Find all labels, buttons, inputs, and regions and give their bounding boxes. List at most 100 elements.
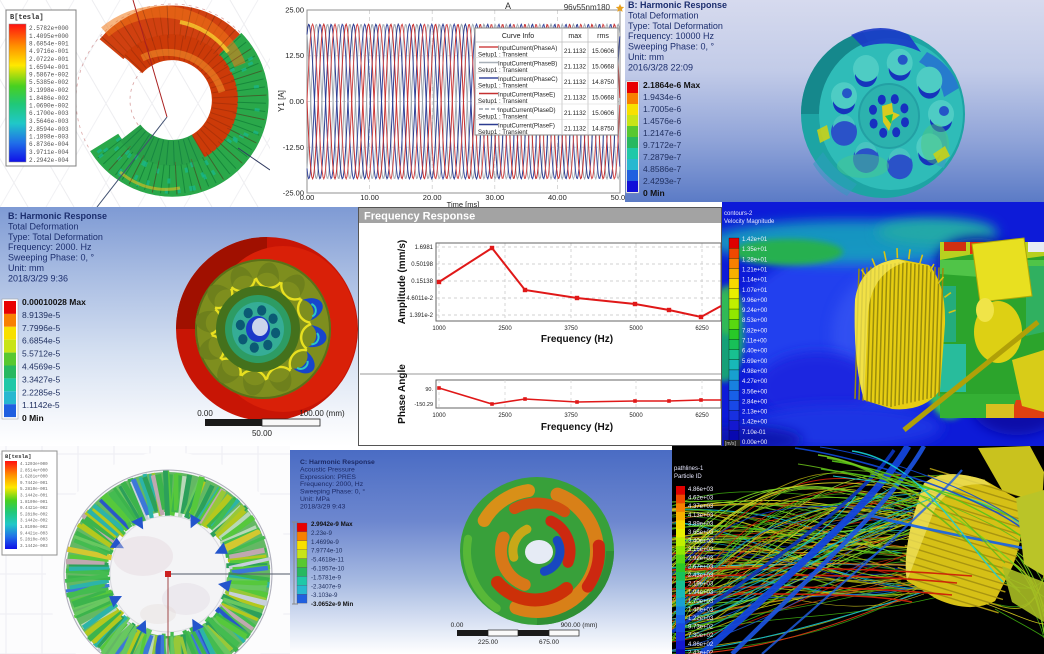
svg-text:2.84e+00: 2.84e+00 bbox=[742, 399, 768, 405]
svg-text:-1.5781e-9: -1.5781e-9 bbox=[311, 574, 341, 581]
svg-text:25.00: 25.00 bbox=[285, 6, 304, 15]
svg-text:0 Min: 0 Min bbox=[22, 413, 44, 423]
svg-text:[m/s]: [m/s] bbox=[725, 441, 736, 446]
svg-text:InputCurrent(PlaseE): InputCurrent(PlaseE) bbox=[498, 92, 555, 99]
svg-text:3.1442e-003: 3.1442e-003 bbox=[20, 545, 48, 549]
svg-text:Particle ID: Particle ID bbox=[674, 474, 702, 480]
svg-text:Setup1 : Transient: Setup1 : Transient bbox=[478, 83, 528, 90]
svg-text:225.00: 225.00 bbox=[478, 639, 498, 646]
svg-text:4.62e+03: 4.62e+03 bbox=[688, 496, 714, 502]
svg-text:Frequency (Hz): Frequency (Hz) bbox=[541, 334, 613, 345]
svg-text:1000: 1000 bbox=[432, 326, 446, 332]
svg-text:6.40e+00: 6.40e+00 bbox=[742, 349, 768, 355]
svg-text:9.24e+00: 9.24e+00 bbox=[742, 308, 768, 314]
svg-text:Type: Total Deformation: Type: Total Deformation bbox=[628, 21, 723, 31]
svg-text:9.7172e-7: 9.7172e-7 bbox=[643, 140, 682, 150]
svg-text:Unit: mm: Unit: mm bbox=[628, 52, 664, 62]
svg-text:1.0690e-002: 1.0690e-002 bbox=[29, 103, 69, 110]
svg-text:1.94e+03: 1.94e+03 bbox=[688, 590, 714, 596]
svg-text:1.42e+01: 1.42e+01 bbox=[742, 237, 768, 243]
svg-text:Frequency (Hz): Frequency (Hz) bbox=[541, 422, 613, 433]
svg-text:3750: 3750 bbox=[564, 413, 578, 419]
svg-text:0.50198: 0.50198 bbox=[411, 262, 433, 268]
svg-text:675.00: 675.00 bbox=[539, 639, 559, 646]
svg-text:1.8109e-002: 1.8109e-002 bbox=[20, 526, 48, 530]
svg-text:B: Harmonic Response: B: Harmonic Response bbox=[628, 0, 727, 10]
svg-text:50.00: 50.00 bbox=[611, 193, 628, 202]
svg-text:5.5712e-5: 5.5712e-5 bbox=[22, 349, 61, 359]
svg-text:-6.1957e-10: -6.1957e-10 bbox=[311, 566, 345, 573]
svg-text:Setup1 : Transient: Setup1 : Transient bbox=[478, 114, 528, 121]
svg-text:1.14e+01: 1.14e+01 bbox=[742, 278, 768, 284]
svg-text:5.2810e-001: 5.2810e-001 bbox=[20, 488, 48, 492]
svg-text:1.07e+01: 1.07e+01 bbox=[742, 288, 768, 294]
svg-text:5000: 5000 bbox=[629, 326, 643, 332]
svg-text:4.1203e+000: 4.1203e+000 bbox=[20, 463, 48, 467]
svg-text:1.2147e-6: 1.2147e-6 bbox=[643, 128, 682, 138]
svg-text:3.1998e-002: 3.1998e-002 bbox=[29, 87, 69, 94]
svg-text:7.7996e-5: 7.7996e-5 bbox=[22, 323, 61, 333]
svg-text:-2.3407e-9: -2.3407e-9 bbox=[311, 583, 341, 590]
svg-text:1.8486e-002: 1.8486e-002 bbox=[29, 95, 69, 102]
svg-text:21.1132: 21.1132 bbox=[564, 79, 586, 86]
svg-text:Setup1 : Transient: Setup1 : Transient bbox=[478, 67, 528, 74]
svg-text:7.11e+00: 7.11e+00 bbox=[742, 339, 767, 345]
svg-text:8.6054e-001: 8.6054e-001 bbox=[29, 41, 69, 48]
svg-text:6.1700e-003: 6.1700e-003 bbox=[29, 110, 69, 117]
svg-text:InputCurrent(PlaseF): InputCurrent(PlaseF) bbox=[498, 123, 555, 130]
svg-text:2.5782e+000: 2.5782e+000 bbox=[29, 25, 69, 32]
svg-text:21.1132: 21.1132 bbox=[564, 95, 586, 102]
svg-text:2.43e+03: 2.43e+03 bbox=[688, 573, 714, 579]
svg-text:1.35e+01: 1.35e+01 bbox=[742, 247, 768, 253]
svg-text:2018/3/29 9:36: 2018/3/29 9:36 bbox=[8, 273, 68, 283]
svg-text:Frequency: 2000. Hz: Frequency: 2000. Hz bbox=[8, 242, 92, 252]
svg-text:0.00e+00: 0.00e+00 bbox=[742, 440, 768, 446]
svg-text:6.6854e-5: 6.6854e-5 bbox=[22, 336, 61, 346]
svg-text:3.3427e-5: 3.3427e-5 bbox=[22, 374, 61, 384]
svg-text:Amplitude (mm/s): Amplitude (mm/s) bbox=[397, 240, 408, 324]
svg-text:14.8750: 14.8750 bbox=[592, 126, 615, 133]
svg-text:15.0668: 15.0668 bbox=[592, 64, 615, 71]
svg-text:-12.50: -12.50 bbox=[283, 143, 304, 152]
svg-text:4.27e+00: 4.27e+00 bbox=[742, 379, 768, 385]
svg-text:1.21e+01: 1.21e+01 bbox=[742, 267, 768, 273]
svg-text:B: Harmonic Response: B: Harmonic Response bbox=[8, 211, 107, 221]
svg-text:C: Harmonic Response: C: Harmonic Response bbox=[300, 459, 375, 466]
svg-text:7.2879e-7: 7.2879e-7 bbox=[643, 152, 682, 162]
svg-text:InputCurrent(PlaseD): InputCurrent(PlaseD) bbox=[498, 107, 556, 114]
svg-text:3.56e+00: 3.56e+00 bbox=[742, 389, 768, 395]
svg-text:Frequency Response: Frequency Response bbox=[364, 211, 475, 223]
svg-text:InputCurrent(PhaseA): InputCurrent(PhaseA) bbox=[498, 45, 557, 52]
svg-text:90.: 90. bbox=[425, 387, 433, 393]
svg-text:2.19e+03: 2.19e+03 bbox=[688, 582, 714, 588]
svg-text:2.9942e-9 Max: 2.9942e-9 Max bbox=[311, 521, 353, 528]
svg-text:Y1 [A]: Y1 [A] bbox=[277, 90, 286, 112]
svg-text:2018/3/29 9:43: 2018/3/29 9:43 bbox=[300, 503, 346, 510]
svg-text:9.7442e-001: 9.7442e-001 bbox=[20, 482, 48, 486]
svg-text:1.391e-2: 1.391e-2 bbox=[409, 313, 433, 319]
svg-text:20.00: 20.00 bbox=[423, 193, 442, 202]
svg-text:1.4699e-9: 1.4699e-9 bbox=[311, 539, 339, 546]
svg-text:1.6281e+000: 1.6281e+000 bbox=[20, 476, 48, 480]
svg-text:InputCurrent(PhaseC): InputCurrent(PhaseC) bbox=[498, 76, 558, 83]
svg-text:3.89e+03: 3.89e+03 bbox=[688, 521, 714, 527]
svg-text:4.86e+03: 4.86e+03 bbox=[688, 487, 714, 493]
svg-text:Velocity Magnitude: Velocity Magnitude bbox=[724, 219, 775, 225]
svg-text:21.1132: 21.1132 bbox=[564, 64, 586, 71]
svg-text:9.73e+02: 9.73e+02 bbox=[688, 625, 714, 631]
svg-text:Time [ms]: Time [ms] bbox=[447, 200, 480, 207]
svg-text:-5.4618e-11: -5.4618e-11 bbox=[311, 557, 344, 564]
svg-text:2.13e+00: 2.13e+00 bbox=[742, 410, 768, 416]
svg-text:Sweeping Phase: 0, °: Sweeping Phase: 0, ° bbox=[8, 253, 95, 263]
svg-text:3.40e+03: 3.40e+03 bbox=[688, 539, 714, 545]
svg-text:B[tesla]: B[tesla] bbox=[10, 14, 44, 22]
svg-text:0.15138: 0.15138 bbox=[411, 279, 433, 285]
svg-text:50.00: 50.00 bbox=[252, 429, 273, 438]
svg-text:2.92e+03: 2.92e+03 bbox=[688, 556, 714, 562]
svg-text:9.4421e-002: 9.4421e-002 bbox=[20, 507, 48, 511]
svg-text:15.0606: 15.0606 bbox=[592, 110, 615, 117]
svg-text:2.0722e-001: 2.0722e-001 bbox=[29, 56, 69, 63]
svg-text:3.9711e-004: 3.9711e-004 bbox=[29, 149, 69, 156]
svg-text:Setup1 : Transient: Setup1 : Transient bbox=[478, 52, 528, 59]
svg-text:2500: 2500 bbox=[498, 326, 512, 332]
